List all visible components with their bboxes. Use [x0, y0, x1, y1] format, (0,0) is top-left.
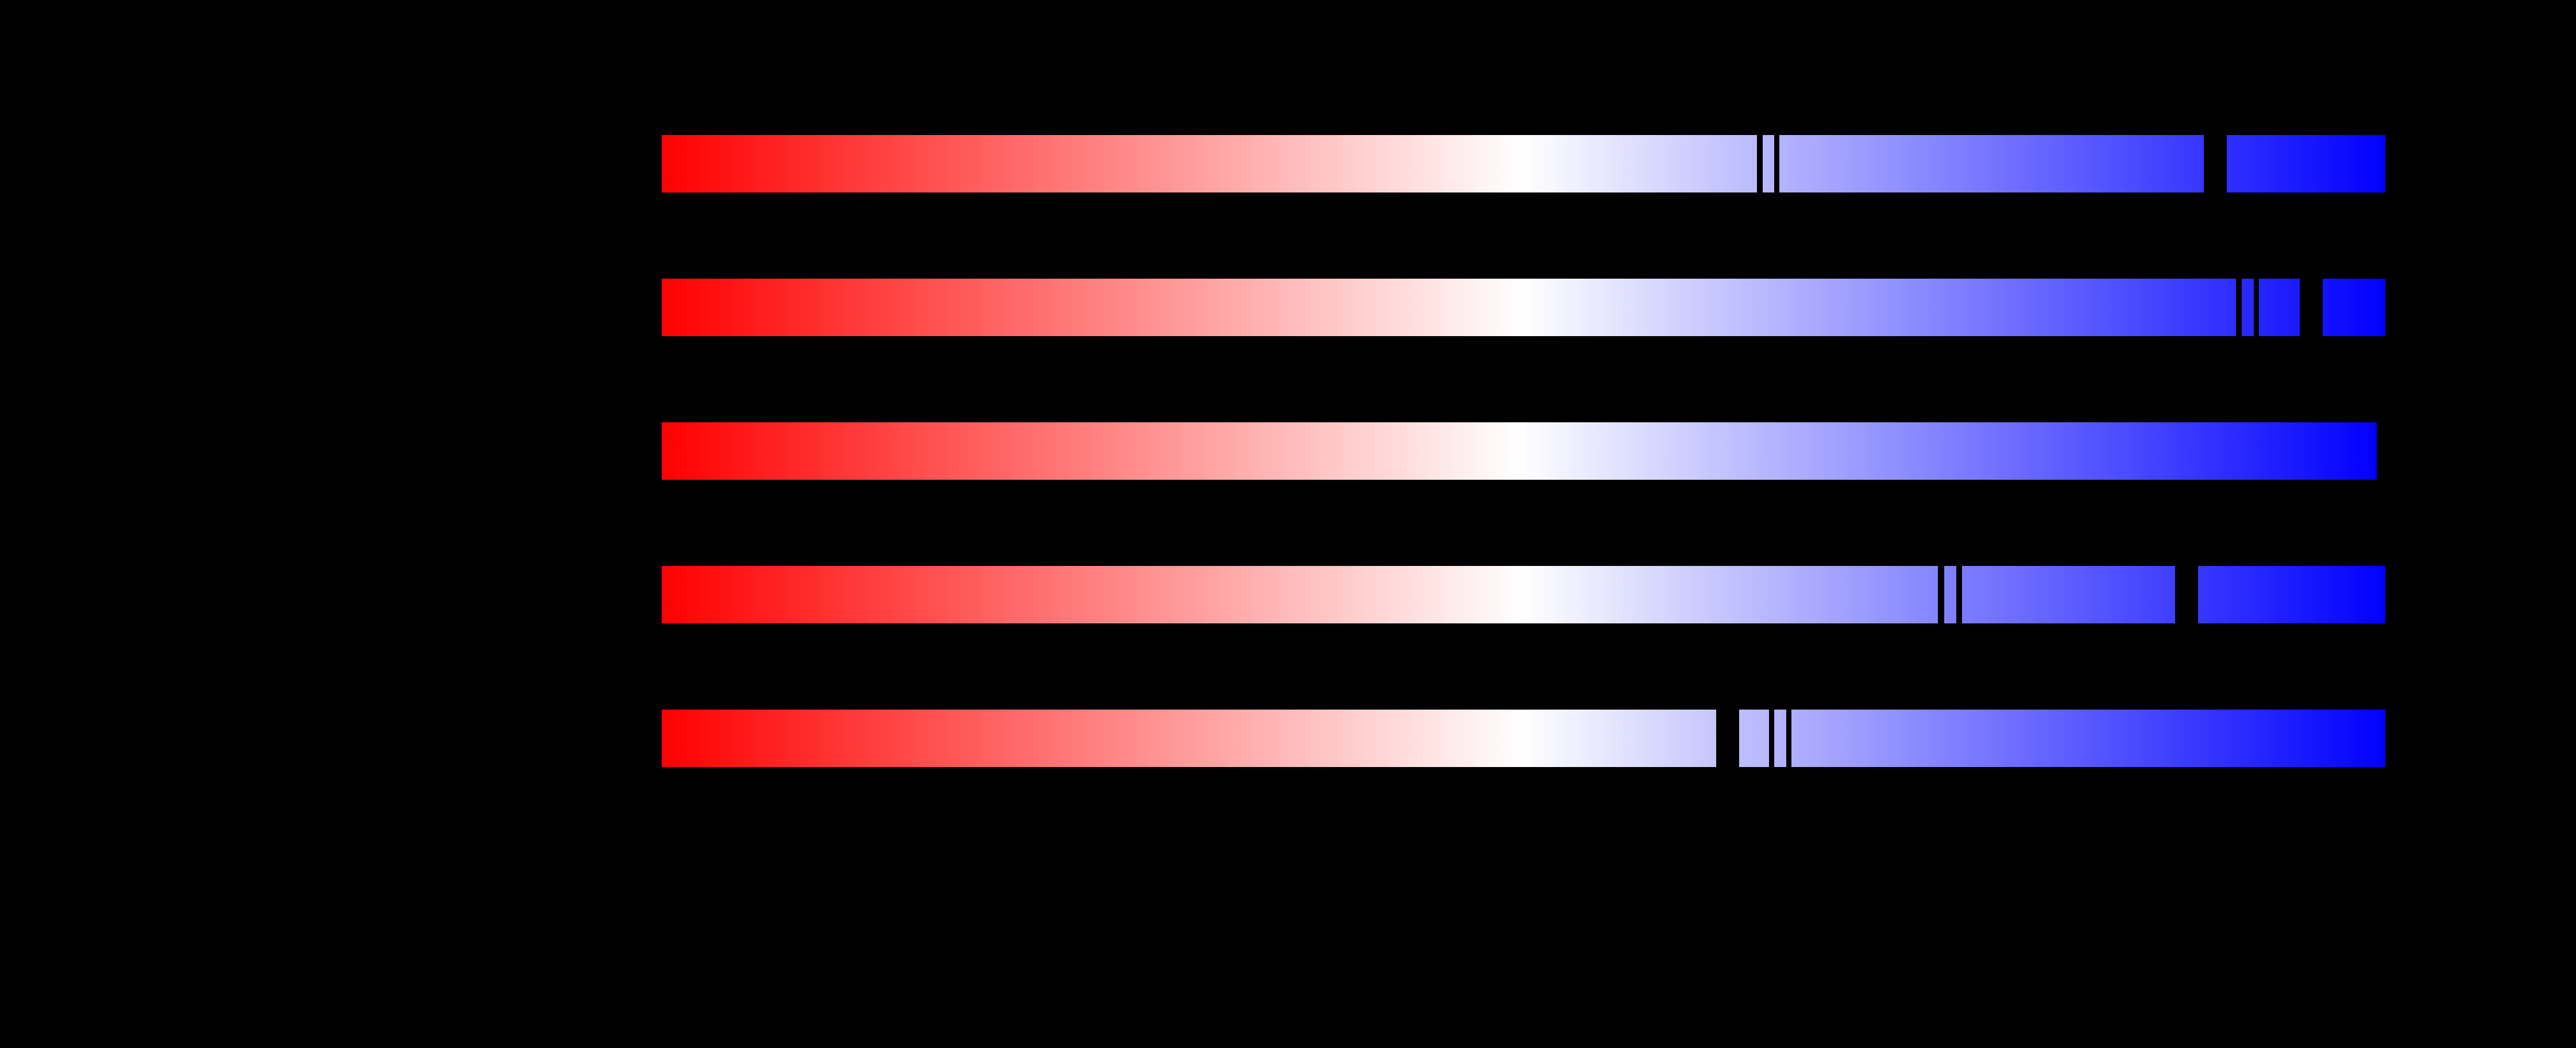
segment-gap: [2175, 566, 2199, 623]
segment-gap: [2254, 279, 2260, 336]
segment-gap: [1786, 710, 1792, 767]
gradient-bar-row-5: [662, 710, 2385, 767]
segment-gap: [1757, 135, 1763, 192]
gradient-bar-row-4: [662, 566, 2385, 623]
segment-gap: [1769, 710, 1775, 767]
segment-gap: [2236, 279, 2242, 336]
gradient-bar-row-2: [662, 279, 2385, 336]
segment-gap: [1956, 566, 1962, 623]
segment-gap: [1774, 135, 1780, 192]
plot-area: [662, 135, 2385, 767]
segment-gap: [1716, 710, 1739, 767]
segment-gap: [1937, 566, 1945, 623]
segment-gap: [2300, 279, 2323, 336]
gradient-bar-row-1: [662, 135, 2385, 192]
gradient-bar-row-3: [662, 422, 2377, 480]
segment-gap: [2203, 135, 2227, 192]
